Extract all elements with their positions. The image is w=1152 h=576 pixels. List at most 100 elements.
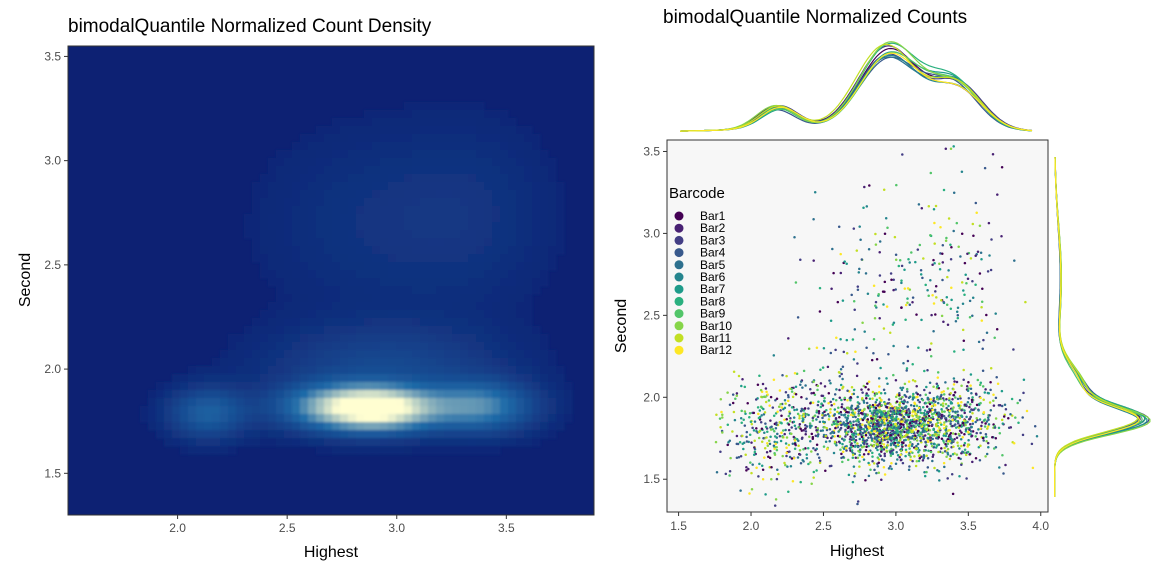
- scatter-point: [941, 397, 945, 400]
- scatter-point: [780, 414, 783, 418]
- scatter-point: [890, 462, 893, 465]
- scatter-point: [876, 436, 879, 439]
- density-cell: [396, 430, 405, 439]
- scatter-point: [966, 400, 970, 404]
- density-cell: [340, 382, 349, 391]
- density-cell: [324, 398, 333, 407]
- density-cell: [244, 326, 253, 335]
- density-cell: [332, 270, 341, 279]
- density-cell: [436, 438, 445, 447]
- density-cell: [524, 414, 533, 423]
- scatter-point: [864, 434, 868, 437]
- scatter-x-tick-label: 1.5: [670, 519, 687, 533]
- scatter-point: [800, 395, 803, 399]
- density-cell: [436, 398, 445, 407]
- scatter-point: [956, 410, 959, 413]
- scatter-point: [977, 403, 981, 407]
- scatter-point: [966, 430, 970, 434]
- density-cell: [516, 278, 525, 287]
- density-cell: [452, 430, 461, 439]
- scatter-point: [964, 453, 968, 457]
- density-cell: [212, 422, 221, 431]
- density-cell: [316, 318, 325, 327]
- density-cell: [268, 438, 277, 447]
- density-cell: [468, 382, 477, 391]
- density-cell: [356, 230, 365, 239]
- density-cell: [196, 382, 205, 391]
- density-cell: [260, 438, 269, 447]
- density-cell: [396, 182, 405, 191]
- scatter-point: [940, 314, 944, 318]
- density-cell: [492, 366, 501, 375]
- scatter-point: [830, 423, 834, 427]
- density-cell: [276, 358, 285, 367]
- density-cell: [348, 422, 357, 431]
- scatter-point: [895, 438, 898, 442]
- scatter-point: [854, 438, 858, 442]
- density-y-title: Second: [17, 253, 34, 307]
- density-cell: [324, 310, 333, 319]
- density-cell: [444, 286, 453, 295]
- density-cell: [340, 278, 349, 287]
- density-cell: [420, 150, 429, 159]
- scatter-point: [734, 397, 737, 400]
- scatter-point: [945, 303, 949, 306]
- scatter-point: [849, 427, 852, 431]
- scatter-point: [913, 401, 916, 404]
- scatter-point: [940, 423, 943, 426]
- density-cell: [420, 158, 429, 167]
- density-cell: [516, 206, 525, 215]
- density-cell: [484, 254, 493, 263]
- scatter-point: [833, 408, 837, 411]
- density-cell: [364, 246, 373, 255]
- density-cell: [508, 214, 517, 223]
- density-cell: [332, 374, 341, 383]
- density-cell: [212, 374, 221, 383]
- scatter-point: [846, 414, 850, 418]
- scatter-point: [880, 448, 884, 451]
- scatter-point: [934, 313, 937, 316]
- density-cell: [396, 382, 405, 391]
- scatter-point: [849, 446, 853, 449]
- density-cell: [468, 430, 477, 439]
- scatter-point: [904, 420, 908, 423]
- density-cell: [404, 310, 413, 319]
- density-cell: [324, 142, 333, 151]
- density-cell: [484, 134, 493, 143]
- density-cell: [516, 142, 525, 151]
- density-cell: [348, 302, 357, 311]
- density-cell: [420, 118, 429, 127]
- density-cell: [540, 182, 549, 191]
- density-cell: [444, 134, 453, 143]
- density-cell: [372, 390, 381, 399]
- density-cell: [196, 414, 205, 423]
- density-cell: [364, 142, 373, 151]
- density-cell: [452, 110, 461, 119]
- scatter-point: [947, 404, 950, 408]
- density-cell: [292, 358, 301, 367]
- density-cell: [484, 118, 493, 127]
- scatter-point: [874, 300, 878, 304]
- scatter-point: [894, 253, 898, 257]
- scatter-y-tick-label: 2.0: [643, 390, 660, 404]
- scatter-point: [764, 395, 767, 399]
- density-cell: [220, 422, 229, 431]
- density-cell: [268, 246, 277, 255]
- scatter-point: [947, 440, 950, 443]
- density-cell: [188, 374, 197, 383]
- density-cell: [444, 318, 453, 327]
- density-cell: [492, 294, 501, 303]
- scatter-point: [873, 430, 877, 433]
- scatter-point: [985, 331, 989, 334]
- density-cell: [252, 414, 261, 423]
- density-cell: [356, 398, 365, 407]
- scatter-point: [823, 400, 826, 403]
- density-cell: [524, 406, 533, 415]
- scatter-point: [836, 420, 840, 424]
- density-cell: [316, 430, 325, 439]
- density-cell: [316, 270, 325, 279]
- density-cell: [284, 374, 293, 383]
- scatter-point: [957, 245, 960, 248]
- scatter-point: [864, 385, 867, 389]
- density-cell: [372, 334, 381, 343]
